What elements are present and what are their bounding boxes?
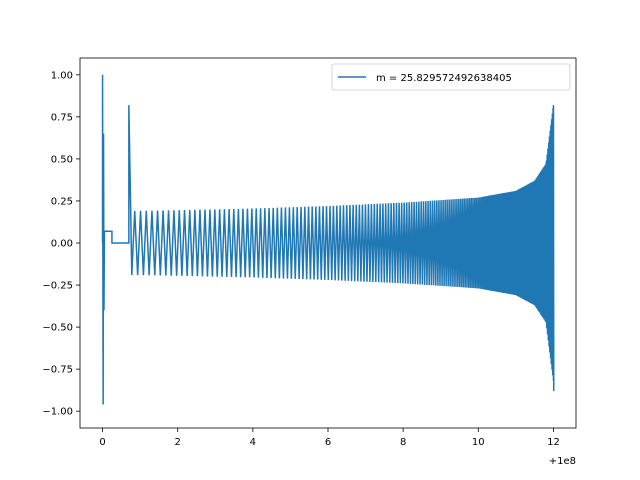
series-line — [101, 74, 555, 405]
y-tick-label: 0.25 — [51, 196, 73, 207]
y-tick-label: 1.00 — [51, 70, 73, 81]
x-offset-label: +1e8 — [549, 456, 576, 467]
y-tick-label: −0.75 — [42, 365, 73, 376]
y-tick-label: 0.50 — [51, 154, 73, 165]
y-tick-label: −1.00 — [42, 407, 73, 418]
x-tick-label: 4 — [250, 437, 256, 448]
y-tick-label: −0.25 — [42, 281, 73, 292]
x-tick-label: 12 — [547, 437, 560, 448]
y-tick-label: 0.75 — [51, 112, 73, 123]
legend: m = 25.829572492638405 — [331, 63, 571, 91]
x-tick-label: 0 — [99, 437, 105, 448]
y-tick-label: −0.50 — [42, 323, 73, 334]
ticks-group: 0 2 4 6 8 10 12 −1.00 −0.75 −0.50 −0.25 0.00 0.25 0.5… — [42, 70, 559, 448]
x-tick-label: 10 — [472, 437, 485, 448]
y-tick-label: 0.00 — [51, 239, 73, 250]
legend-box — [331, 63, 571, 91]
x-tick-label: 6 — [325, 437, 331, 448]
x-tick-label: 8 — [400, 437, 406, 448]
legend-label: m = 25.829572492638405 — [376, 73, 512, 84]
x-tick-label: 2 — [175, 437, 181, 448]
